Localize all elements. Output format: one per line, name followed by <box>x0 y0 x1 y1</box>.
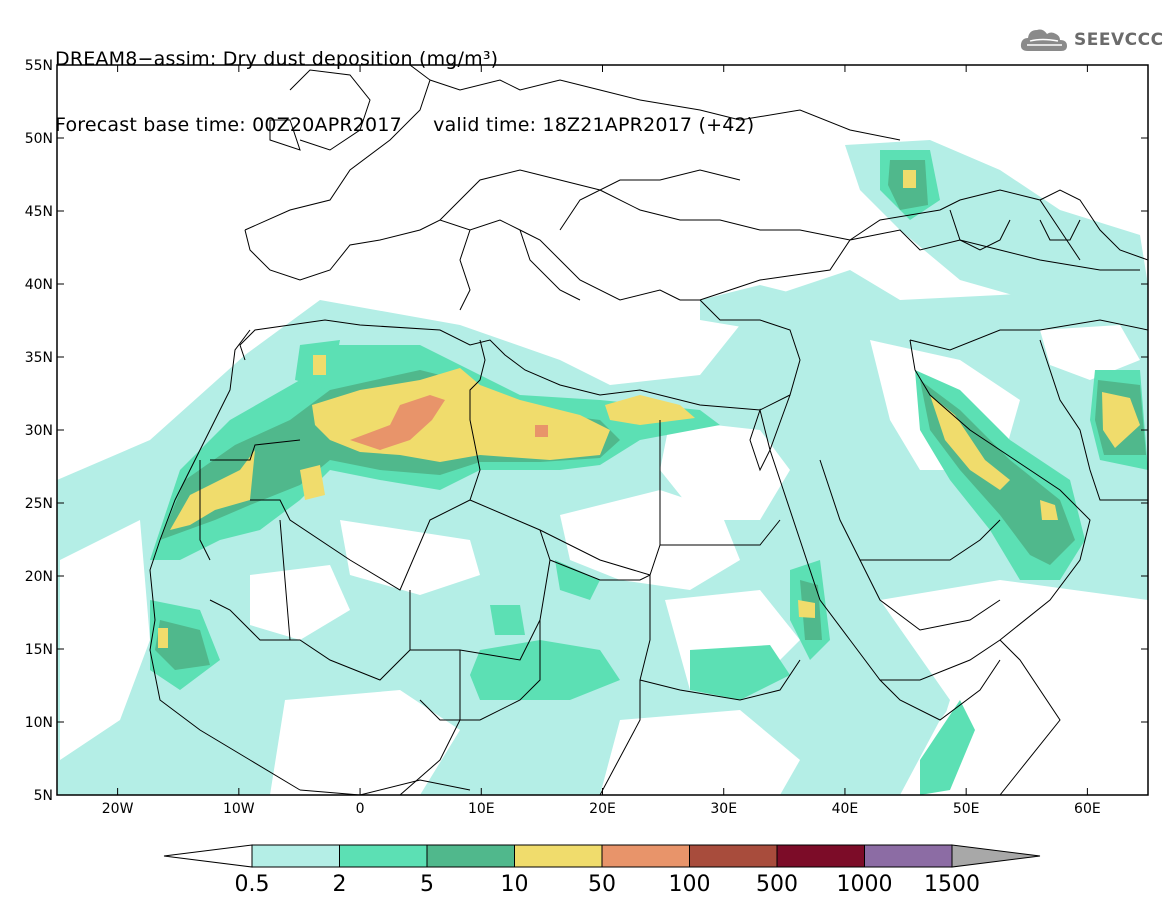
colorbar-label: 500 <box>756 872 798 897</box>
lon-label: 20E <box>589 801 616 817</box>
lat-label: 30N <box>25 423 53 439</box>
colorbar-under-triangle <box>163 844 253 868</box>
colorbar: 0.5 2 5 10 50 100 500 1000 1500 <box>163 844 1041 897</box>
colorbar-swatch <box>776 844 865 868</box>
lon-label: 30E <box>710 801 737 817</box>
lat-label: 20N <box>25 569 53 585</box>
lon-label: 50E <box>953 801 980 817</box>
lat-label: 25N <box>25 496 53 512</box>
lon-label: 10E <box>468 801 495 817</box>
colorbar-over-triangle <box>951 844 1041 868</box>
colorbar-label: 2 <box>333 872 347 897</box>
cloud-icon <box>1020 29 1067 51</box>
colorbar-label: 50 <box>588 872 616 897</box>
colorbar-label: 10 <box>501 872 529 897</box>
logo-text: SEEVCCC <box>1074 30 1164 50</box>
contour-level-50 <box>350 395 548 450</box>
colorbar-swatch <box>251 844 340 868</box>
lat-label: 45N <box>25 204 53 220</box>
colorbar-label: 1000 <box>837 872 893 897</box>
coastlines-and-borders <box>149 65 1148 795</box>
lat-label: 15N <box>25 642 53 658</box>
map-axes: 55N 50N 45N 40N 35N 30N 25N 20N 15N 10N 5N 20W 10W 0 1… <box>25 58 1148 817</box>
colorbar-label: 5 <box>420 872 434 897</box>
seevccc-logo: SEEVCCC <box>1018 24 1164 56</box>
colorbar-label: 1500 <box>924 872 980 897</box>
colorbar-label: 100 <box>669 872 711 897</box>
lon-label: 0 <box>356 801 365 817</box>
lat-label: 35N <box>25 350 53 366</box>
lat-label: 10N <box>25 715 53 731</box>
colorbar-swatch <box>514 844 603 868</box>
lat-label: 55N <box>25 58 53 74</box>
lat-label: 5N <box>34 788 53 804</box>
colorbar-swatch <box>689 844 778 868</box>
lat-label: 50N <box>25 131 53 147</box>
dust-field-contours <box>57 65 1148 795</box>
colorbar-label: 0.5 <box>235 872 270 897</box>
colorbar-swatch <box>864 844 953 868</box>
lon-label: 10W <box>223 801 255 817</box>
lon-label: 20W <box>102 801 134 817</box>
lat-label: 40N <box>25 277 53 293</box>
lon-label: 40E <box>832 801 859 817</box>
colorbar-swatch <box>426 844 515 868</box>
lon-label: 60E <box>1074 801 1101 817</box>
colorbar-swatch <box>601 844 690 868</box>
valid-time: valid time: 18Z21APR2017 (+42) <box>433 114 755 136</box>
colorbar-swatch <box>339 844 428 868</box>
